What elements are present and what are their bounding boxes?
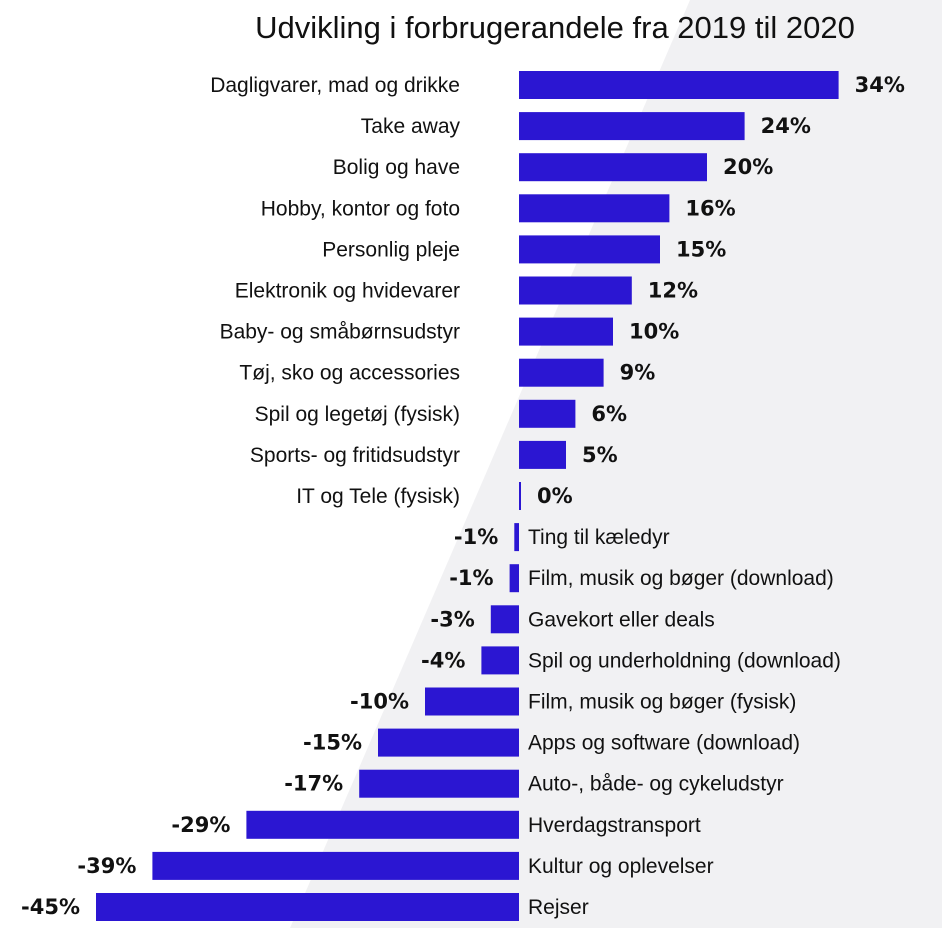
value-label-18: -29% xyxy=(171,813,230,837)
bar-12 xyxy=(509,564,519,593)
value-label-8: 6% xyxy=(591,402,627,426)
bar-2 xyxy=(519,153,707,182)
bar-0 xyxy=(519,71,839,99)
value-label-17: -17% xyxy=(284,772,343,796)
value-label-11: -1% xyxy=(454,525,498,549)
bar-13 xyxy=(490,605,519,634)
bar-1 xyxy=(519,112,745,141)
category-label-5: Elektronik og hvidevarer xyxy=(235,280,460,303)
category-label-0: Dagligvarer, mad og drikke xyxy=(210,74,460,97)
category-label-10: IT og Tele (fysisk) xyxy=(296,485,460,508)
bar-7 xyxy=(519,358,604,387)
value-label-15: -10% xyxy=(350,690,409,714)
category-label-6: Baby- og småbørnsudstyr xyxy=(220,321,460,344)
bar-17 xyxy=(359,769,519,798)
category-label-17: Auto-, både- og cykeludstyr xyxy=(528,773,784,796)
value-label-7: 9% xyxy=(620,361,656,385)
category-label-3: Hobby, kontor og foto xyxy=(261,197,460,220)
category-label-16: Apps og software (download) xyxy=(528,732,800,755)
bar-14 xyxy=(481,646,519,675)
bar-15 xyxy=(425,687,519,716)
value-label-3: 16% xyxy=(685,196,735,220)
bar-20 xyxy=(96,893,519,921)
category-label-9: Sports- og fritidsudstyr xyxy=(250,444,460,467)
category-label-2: Bolig og have xyxy=(333,156,460,179)
value-label-16: -15% xyxy=(303,731,362,755)
value-label-1: 24% xyxy=(761,114,811,138)
bar-11 xyxy=(514,523,519,552)
value-label-5: 12% xyxy=(648,279,698,303)
value-label-4: 15% xyxy=(676,237,726,261)
labels-layer: Dagligvarer, mad og drikke 34% Take away 24… xyxy=(21,73,905,919)
category-label-1: Take away xyxy=(361,115,461,138)
value-label-10: 0% xyxy=(537,484,573,508)
bar-9 xyxy=(519,440,566,469)
category-label-18: Hverdagstransport xyxy=(528,814,701,837)
bars-layer xyxy=(96,71,839,921)
category-label-20: Rejser xyxy=(528,896,589,919)
bar-3 xyxy=(519,194,670,223)
value-label-0: 34% xyxy=(855,73,905,97)
category-label-19: Kultur og oplevelser xyxy=(528,855,714,878)
bar-6 xyxy=(519,317,613,346)
category-label-14: Spil og underholdning (download) xyxy=(528,649,841,672)
category-label-15: Film, musik og bøger (fysisk) xyxy=(528,691,796,714)
bar-19 xyxy=(152,851,519,880)
bar-16 xyxy=(378,728,519,757)
category-label-12: Film, musik og bøger (download) xyxy=(528,567,834,590)
chart-title: Udvikling i forbrugerandele fra 2019 til… xyxy=(255,10,855,45)
value-label-12: -1% xyxy=(449,566,493,590)
value-label-6: 10% xyxy=(629,320,679,344)
category-label-4: Personlig pleje xyxy=(322,238,460,261)
value-label-9: 5% xyxy=(582,443,618,467)
bar-5 xyxy=(519,276,632,305)
category-label-8: Spil og legetøj (fysisk) xyxy=(255,403,460,426)
category-label-7: Tøj, sko og accessories xyxy=(239,362,460,385)
category-label-13: Gavekort eller deals xyxy=(528,608,715,631)
bar-4 xyxy=(519,235,660,264)
value-label-19: -39% xyxy=(77,854,136,878)
value-label-2: 20% xyxy=(723,155,773,179)
bar-10 xyxy=(519,482,521,510)
value-label-14: -4% xyxy=(421,648,465,672)
value-label-20: -45% xyxy=(21,895,80,919)
category-label-11: Ting til kæledyr xyxy=(528,526,670,549)
value-label-13: -3% xyxy=(430,607,474,631)
bar-8 xyxy=(519,399,576,428)
bar-18 xyxy=(246,810,519,839)
